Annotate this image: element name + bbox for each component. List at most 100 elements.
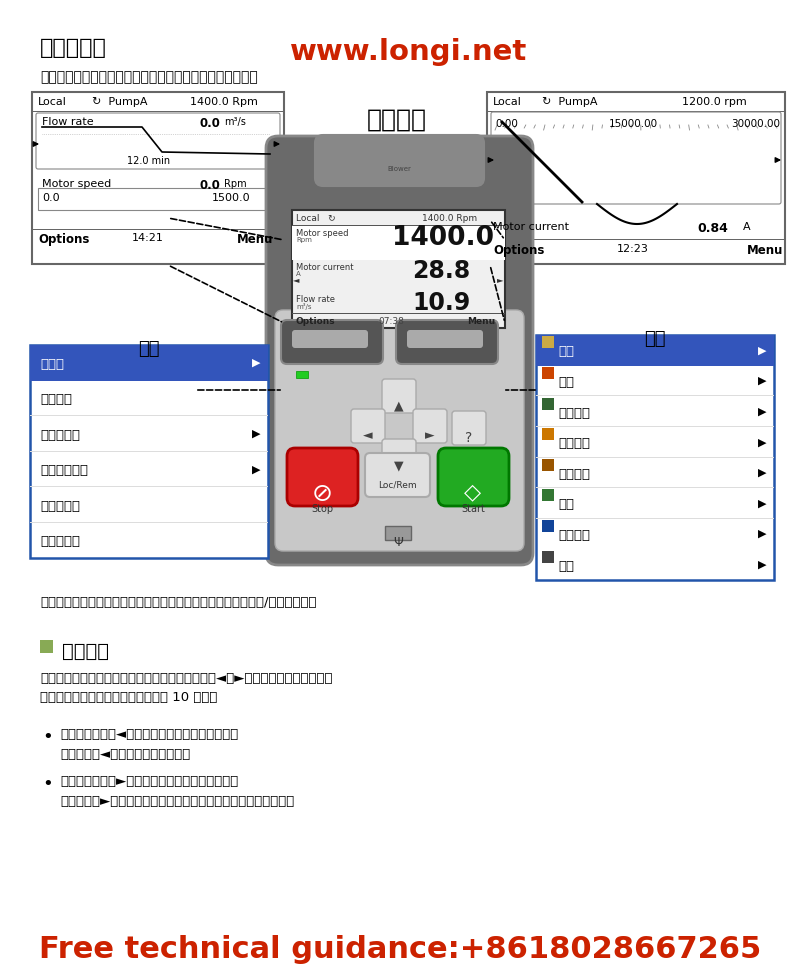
Text: 助手型控制盘具有导航内存，让您可以通过方向键◄和►追溯用户界面中执行的步
骤。您最近访问的路径在内存中保留 10 分钟。: 助手型控制盘具有导航内存，让您可以通过方向键◄和►追溯用户界面中执行的步 骤。您… bbox=[40, 672, 333, 704]
Text: 0.0: 0.0 bbox=[200, 117, 221, 130]
Bar bbox=[292, 226, 505, 260]
Text: Options: Options bbox=[296, 317, 336, 326]
Text: 14:21: 14:21 bbox=[132, 233, 164, 243]
Text: 参数: 参数 bbox=[558, 346, 574, 358]
Text: ▶: ▶ bbox=[252, 429, 261, 438]
Text: Motor speed: Motor speed bbox=[296, 229, 349, 238]
Text: •: • bbox=[42, 775, 53, 793]
Text: ▶: ▶ bbox=[758, 468, 766, 478]
Text: 10.9: 10.9 bbox=[412, 291, 470, 315]
Text: m³/s: m³/s bbox=[224, 117, 246, 127]
Text: Blower: Blower bbox=[387, 166, 411, 172]
Bar bbox=[38, 188, 278, 210]
Text: ◇: ◇ bbox=[465, 482, 482, 502]
Text: 备份: 备份 bbox=[558, 499, 574, 511]
FancyBboxPatch shape bbox=[407, 330, 483, 348]
Bar bbox=[32, 229, 284, 230]
Text: Local: Local bbox=[38, 97, 67, 107]
Text: www.longi.net: www.longi.net bbox=[290, 38, 527, 66]
Text: 1400.0 Rpm: 1400.0 Rpm bbox=[422, 214, 477, 223]
Text: ▲: ▲ bbox=[394, 399, 404, 412]
Text: ⊘: ⊘ bbox=[311, 482, 333, 506]
Bar bbox=[487, 239, 785, 240]
Text: Motor speed: Motor speed bbox=[42, 179, 111, 189]
Text: •: • bbox=[42, 728, 53, 746]
Text: 28.8: 28.8 bbox=[412, 259, 470, 283]
Text: 方向更改: 方向更改 bbox=[40, 393, 72, 406]
Text: Rpm: Rpm bbox=[224, 179, 246, 189]
Text: 1500.0: 1500.0 bbox=[212, 193, 250, 203]
Bar bbox=[487, 92, 785, 264]
FancyBboxPatch shape bbox=[351, 409, 385, 443]
Text: Ψ: Ψ bbox=[393, 536, 403, 549]
FancyBboxPatch shape bbox=[292, 330, 368, 348]
Bar bbox=[30, 345, 268, 381]
Text: 07:38: 07:38 bbox=[378, 317, 404, 326]
Bar bbox=[385, 526, 411, 540]
Text: ►: ► bbox=[425, 429, 435, 442]
Text: 0.00: 0.00 bbox=[495, 119, 518, 129]
FancyBboxPatch shape bbox=[438, 448, 509, 506]
FancyBboxPatch shape bbox=[382, 439, 416, 473]
Bar bbox=[542, 459, 554, 470]
Text: Menu: Menu bbox=[467, 317, 495, 326]
Text: ▶: ▶ bbox=[758, 346, 766, 356]
Text: 12.0 min: 12.0 min bbox=[127, 156, 170, 166]
Bar bbox=[32, 111, 284, 112]
Bar bbox=[542, 367, 554, 379]
Bar bbox=[30, 345, 268, 558]
FancyBboxPatch shape bbox=[452, 411, 486, 445]
Text: Free technical guidance:+8618028667265: Free technical guidance:+8618028667265 bbox=[39, 935, 761, 964]
Text: 历史图形: 历史图形 bbox=[558, 468, 590, 481]
Text: 通过右方向键（►）可以在菜单结构中向前移动。: 通过右方向键（►）可以在菜单结构中向前移动。 bbox=[60, 775, 238, 788]
Text: ▶: ▶ bbox=[758, 499, 766, 508]
FancyBboxPatch shape bbox=[315, 135, 484, 186]
Bar bbox=[487, 111, 785, 112]
FancyBboxPatch shape bbox=[266, 136, 533, 565]
Text: 激活的警告: 激活的警告 bbox=[40, 536, 80, 548]
Bar bbox=[542, 550, 554, 563]
Text: 1400.0 Rpm: 1400.0 Rpm bbox=[190, 97, 258, 107]
FancyBboxPatch shape bbox=[491, 112, 781, 204]
Text: ▶: ▶ bbox=[252, 465, 261, 474]
FancyBboxPatch shape bbox=[382, 379, 416, 413]
Text: Local: Local bbox=[493, 97, 522, 107]
Text: Stop: Stop bbox=[311, 504, 333, 514]
Text: 系统信息: 系统信息 bbox=[558, 529, 590, 543]
Text: Local   ↻: Local ↻ bbox=[296, 214, 336, 223]
Text: Options: Options bbox=[38, 233, 90, 246]
Text: Motor current: Motor current bbox=[296, 263, 354, 272]
Text: 编辑主页视图: 编辑主页视图 bbox=[40, 465, 88, 477]
FancyBboxPatch shape bbox=[365, 453, 430, 497]
Bar bbox=[542, 429, 554, 440]
Text: Options: Options bbox=[493, 244, 544, 257]
Text: 激活的故障: 激活的故障 bbox=[40, 500, 80, 512]
Text: Menu: Menu bbox=[237, 233, 274, 246]
Text: 菜单: 菜单 bbox=[644, 330, 666, 348]
Text: ▶: ▶ bbox=[758, 376, 766, 386]
Text: ▶: ▶ bbox=[758, 406, 766, 417]
Bar bbox=[542, 397, 554, 409]
Text: 12:23: 12:23 bbox=[617, 244, 649, 254]
Text: 0.84: 0.84 bbox=[697, 222, 728, 235]
Text: Loc/Rem: Loc/Rem bbox=[378, 480, 416, 489]
Text: 1400.0: 1400.0 bbox=[392, 225, 494, 251]
Text: Menu: Menu bbox=[747, 244, 783, 257]
Text: Flow rate: Flow rate bbox=[296, 295, 335, 304]
Bar bbox=[32, 92, 284, 264]
Text: 如果重复按►，将会沿着您之前访问过的菜单结构路径向前移动。: 如果重复按►，将会沿着您之前访问过的菜单结构路径向前移动。 bbox=[60, 795, 294, 808]
Text: 如果重复按◄，您将返回主页视图。: 如果重复按◄，您将返回主页视图。 bbox=[60, 748, 190, 761]
Text: ?: ? bbox=[466, 431, 473, 445]
Text: 1200.0 rpm: 1200.0 rpm bbox=[682, 97, 746, 107]
Text: Flow rate: Flow rate bbox=[42, 117, 94, 127]
Text: 30000.00: 30000.00 bbox=[731, 119, 780, 129]
Text: 导航内存: 导航内存 bbox=[62, 642, 109, 661]
Text: 给定值: 给定值 bbox=[40, 357, 64, 371]
Text: ►: ► bbox=[497, 275, 503, 284]
Text: 0.0: 0.0 bbox=[42, 193, 60, 203]
Text: 0.0: 0.0 bbox=[200, 179, 221, 192]
Text: ▼: ▼ bbox=[394, 459, 404, 472]
FancyBboxPatch shape bbox=[281, 320, 383, 364]
Bar bbox=[542, 520, 554, 532]
Text: Motor current: Motor current bbox=[493, 222, 569, 232]
